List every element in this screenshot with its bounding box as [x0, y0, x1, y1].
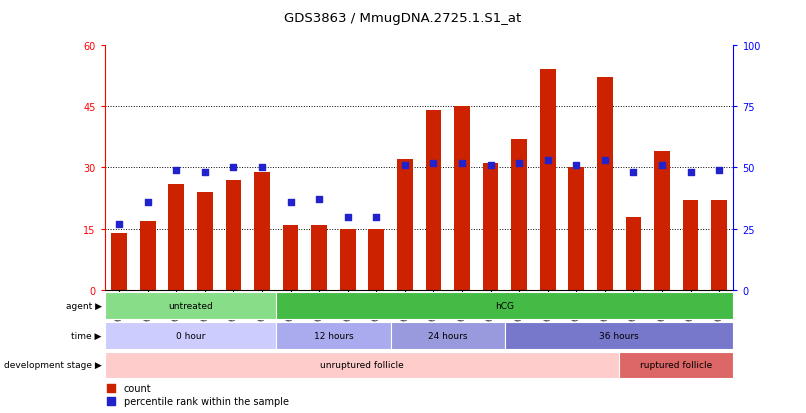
Bar: [368, 229, 384, 291]
Point: [105, 397, 118, 404]
Bar: [712, 201, 727, 291]
Text: ruptured follicle: ruptured follicle: [640, 361, 713, 370]
Bar: [391, 322, 505, 349]
Bar: [426, 111, 441, 291]
Bar: [397, 160, 413, 291]
Point: [284, 199, 297, 206]
Point: [256, 165, 268, 171]
Point: [427, 160, 440, 166]
Point: [713, 167, 725, 174]
Text: time ▶: time ▶: [71, 331, 102, 340]
Bar: [340, 229, 355, 291]
Bar: [226, 180, 241, 291]
Point: [227, 165, 240, 171]
Point: [570, 162, 583, 169]
Point: [598, 157, 611, 164]
Point: [113, 221, 126, 228]
Bar: [105, 322, 276, 349]
Point: [198, 170, 211, 176]
Text: 12 hours: 12 hours: [314, 331, 353, 340]
Text: hCG: hCG: [496, 301, 514, 310]
Bar: [597, 78, 613, 291]
Point: [341, 214, 354, 221]
Point: [170, 167, 183, 174]
Point: [542, 157, 555, 164]
Bar: [540, 70, 555, 291]
Bar: [254, 172, 270, 291]
Point: [105, 385, 118, 392]
Text: untreated: untreated: [168, 301, 213, 310]
Text: agent ▶: agent ▶: [65, 301, 102, 310]
Bar: [197, 192, 213, 291]
Bar: [568, 168, 584, 291]
Text: unruptured follicle: unruptured follicle: [320, 361, 404, 370]
Bar: [511, 140, 527, 291]
Bar: [105, 352, 619, 378]
Point: [655, 162, 668, 169]
Point: [513, 160, 526, 166]
Text: 24 hours: 24 hours: [428, 331, 467, 340]
Bar: [105, 292, 276, 319]
Bar: [505, 322, 733, 349]
Point: [627, 170, 640, 176]
Bar: [454, 107, 470, 291]
Bar: [311, 225, 327, 291]
Bar: [139, 221, 156, 291]
Bar: [619, 352, 733, 378]
Bar: [654, 152, 670, 291]
Point: [684, 170, 697, 176]
Text: percentile rank within the sample: percentile rank within the sample: [123, 396, 289, 406]
Bar: [111, 233, 127, 291]
Bar: [276, 322, 391, 349]
Text: GDS3863 / MmugDNA.2725.1.S1_at: GDS3863 / MmugDNA.2725.1.S1_at: [285, 12, 521, 25]
Bar: [483, 164, 498, 291]
Bar: [683, 201, 699, 291]
Bar: [276, 292, 733, 319]
Point: [398, 162, 411, 169]
Point: [370, 214, 383, 221]
Bar: [625, 217, 642, 291]
Text: 36 hours: 36 hours: [600, 331, 639, 340]
Text: development stage ▶: development stage ▶: [4, 361, 102, 370]
Point: [141, 199, 154, 206]
Text: 0 hour: 0 hour: [176, 331, 206, 340]
Bar: [168, 185, 184, 291]
Bar: [283, 225, 298, 291]
Point: [484, 162, 497, 169]
Point: [455, 160, 468, 166]
Text: count: count: [123, 383, 152, 393]
Point: [313, 197, 326, 203]
